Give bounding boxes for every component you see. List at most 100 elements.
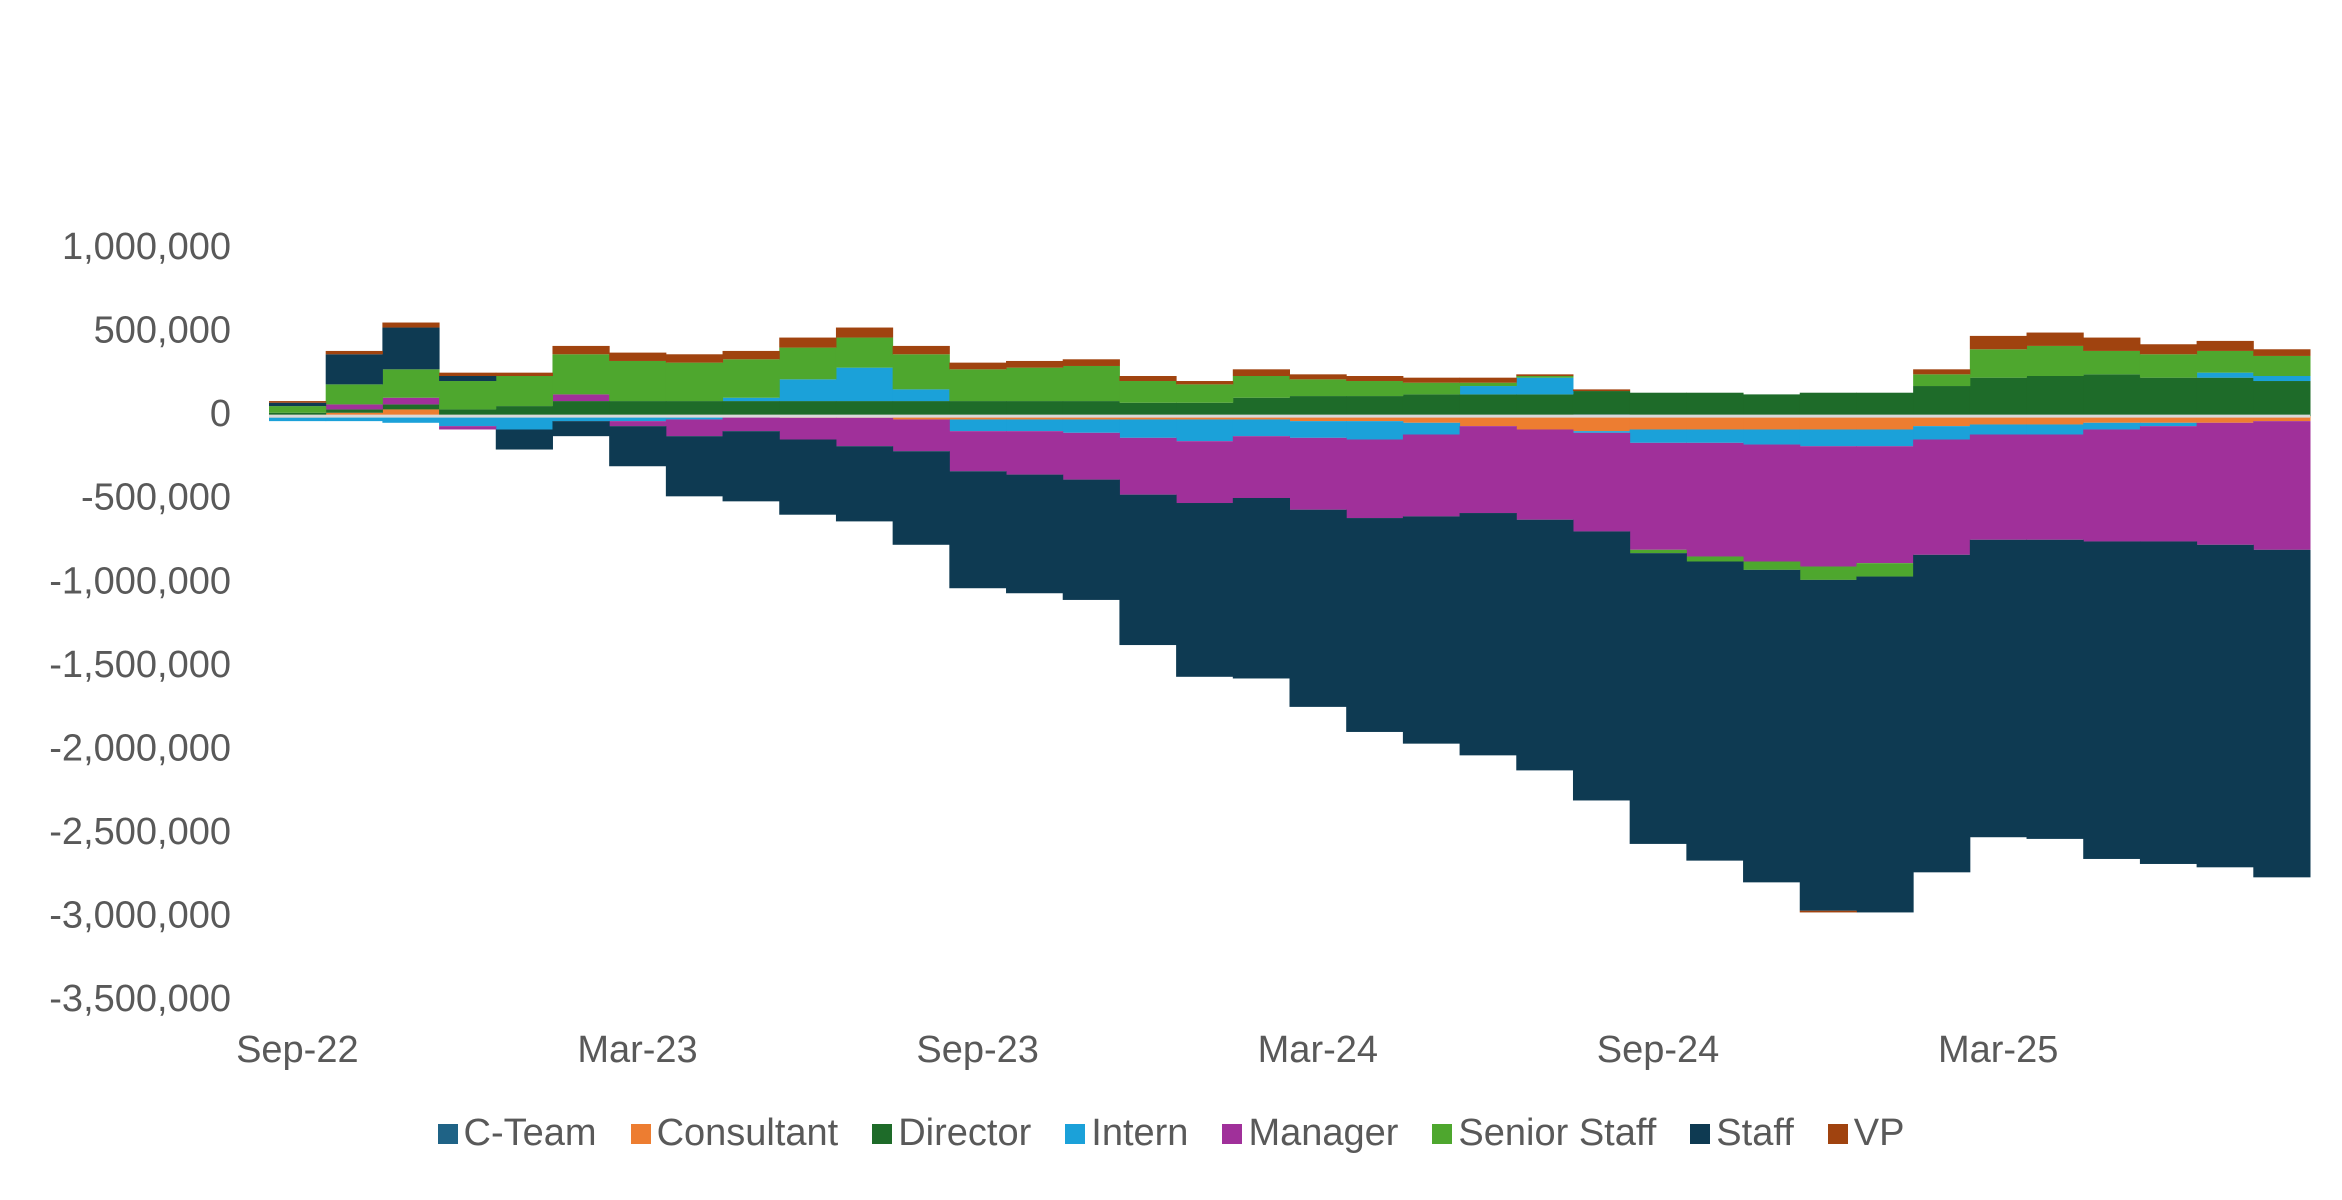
bar-segment <box>2083 350 2141 375</box>
bar-segment <box>1459 426 1517 514</box>
bar-segment <box>1062 479 1120 600</box>
bar-segment <box>1743 394 1801 417</box>
bar-segment <box>892 451 950 545</box>
bar-segment <box>1913 554 1971 873</box>
bar-segment <box>2196 350 2254 373</box>
bar-segment <box>1969 349 2028 378</box>
bar-segment <box>439 409 497 417</box>
bar-segment <box>1006 360 1064 368</box>
bar-segment <box>1459 386 1517 395</box>
bar-segment <box>1572 431 1631 433</box>
bar-segment <box>1289 396 1347 417</box>
legend-label: Intern <box>1091 1112 1189 1154</box>
y-tick-label: -3,000,000 <box>49 894 231 936</box>
legend-label: Director <box>898 1112 1032 1154</box>
bar-segment <box>325 384 383 405</box>
bar-segment <box>1686 561 1744 861</box>
legend-item: Senior Staff <box>1432 1112 1656 1155</box>
bar-segment <box>1119 381 1177 403</box>
x-tick-label: Sep-23 <box>916 1029 1039 1071</box>
y-tick-label: 1,000,000 <box>62 226 231 268</box>
bar-segment <box>1799 416 1857 430</box>
bar-segment <box>1969 539 2028 838</box>
bar-segment <box>1572 391 1631 415</box>
bar-segment <box>665 419 724 437</box>
bar-segment <box>1743 444 1801 562</box>
bar-segment <box>2196 377 2254 417</box>
legend-label: Staff <box>1716 1112 1794 1154</box>
bar-segment <box>1743 429 1801 445</box>
bar-segment <box>892 419 950 452</box>
x-tick-label: Mar-23 <box>577 1029 697 1071</box>
y-tick-label: 500,000 <box>94 310 231 352</box>
legend-swatch <box>1690 1123 1711 1144</box>
bar-segment <box>1119 416 1177 420</box>
bar-segment <box>1119 437 1177 495</box>
bar-segment <box>1062 401 1120 417</box>
bar-segment <box>1402 422 1461 435</box>
bar-segment <box>2196 340 2254 351</box>
bar-segment <box>1006 416 1064 420</box>
bar-segment <box>439 426 497 430</box>
bar-segment <box>1572 531 1631 801</box>
bar-segment <box>1232 397 1290 417</box>
legend-label: Consultant <box>656 1112 839 1154</box>
bar-segment <box>1572 389 1631 392</box>
bar-segment <box>779 337 837 348</box>
bar-segment <box>552 394 610 402</box>
legend-label: Senior Staff <box>1458 1112 1657 1154</box>
bar-segment <box>1572 432 1631 532</box>
bar-segment <box>2083 374 2141 417</box>
bar-segment <box>722 359 780 398</box>
bar-segment <box>722 397 780 402</box>
bar-segment <box>439 372 497 377</box>
bar-segment <box>2253 381 2311 417</box>
bar-segment <box>1402 382 1461 395</box>
bar-segment <box>1289 421 1347 438</box>
bar-segment <box>552 421 610 437</box>
bar-segment <box>1969 377 2028 417</box>
bar-segment <box>892 389 950 402</box>
bar-segment <box>382 322 440 328</box>
bar-segment <box>269 402 327 407</box>
x-tick-label: Mar-25 <box>1938 1029 2058 1071</box>
bar-segment <box>439 376 497 382</box>
bar-segment <box>1799 446 1857 567</box>
bar-segment <box>1062 416 1120 420</box>
bar-segment <box>779 347 837 380</box>
bar-segment <box>269 401 327 403</box>
bar-segment <box>2196 416 2254 423</box>
bar-segment <box>1062 365 1120 402</box>
bar-segment <box>1459 513 1517 756</box>
legend-item: Director <box>872 1112 1031 1155</box>
bar-segment <box>609 360 667 402</box>
bar-segment <box>1006 431 1064 475</box>
bar-segment <box>1516 377 1574 395</box>
bar-segment <box>2253 421 2311 550</box>
bar-segment <box>665 436 724 497</box>
y-tick-label: -1,500,000 <box>49 644 231 686</box>
bar-segment <box>1856 576 1914 913</box>
bar-segment <box>2026 416 2084 425</box>
legend-swatch <box>872 1123 893 1144</box>
bar-segment <box>665 362 724 402</box>
bar-segment <box>722 416 780 432</box>
bar-segment <box>439 416 497 427</box>
legend-swatch <box>1065 1123 1086 1144</box>
bar-segment <box>2139 377 2198 417</box>
bar-segment <box>1516 416 1574 430</box>
bar-segment <box>1629 442 1687 550</box>
bar-segment <box>1856 416 1914 430</box>
bar-segment <box>1629 553 1687 844</box>
bar-segment <box>609 416 667 422</box>
bar-segment <box>949 369 1007 402</box>
bar-segment <box>1969 424 2028 435</box>
bar-segment <box>1459 394 1517 417</box>
bar-segment <box>779 379 837 402</box>
bar-segment <box>1686 442 1744 557</box>
bar-segment <box>1459 382 1517 387</box>
bar-segment <box>1856 446 1914 564</box>
bar-segment <box>2026 434 2084 540</box>
bar-segment <box>1232 497 1290 679</box>
bar-segment <box>665 401 724 417</box>
